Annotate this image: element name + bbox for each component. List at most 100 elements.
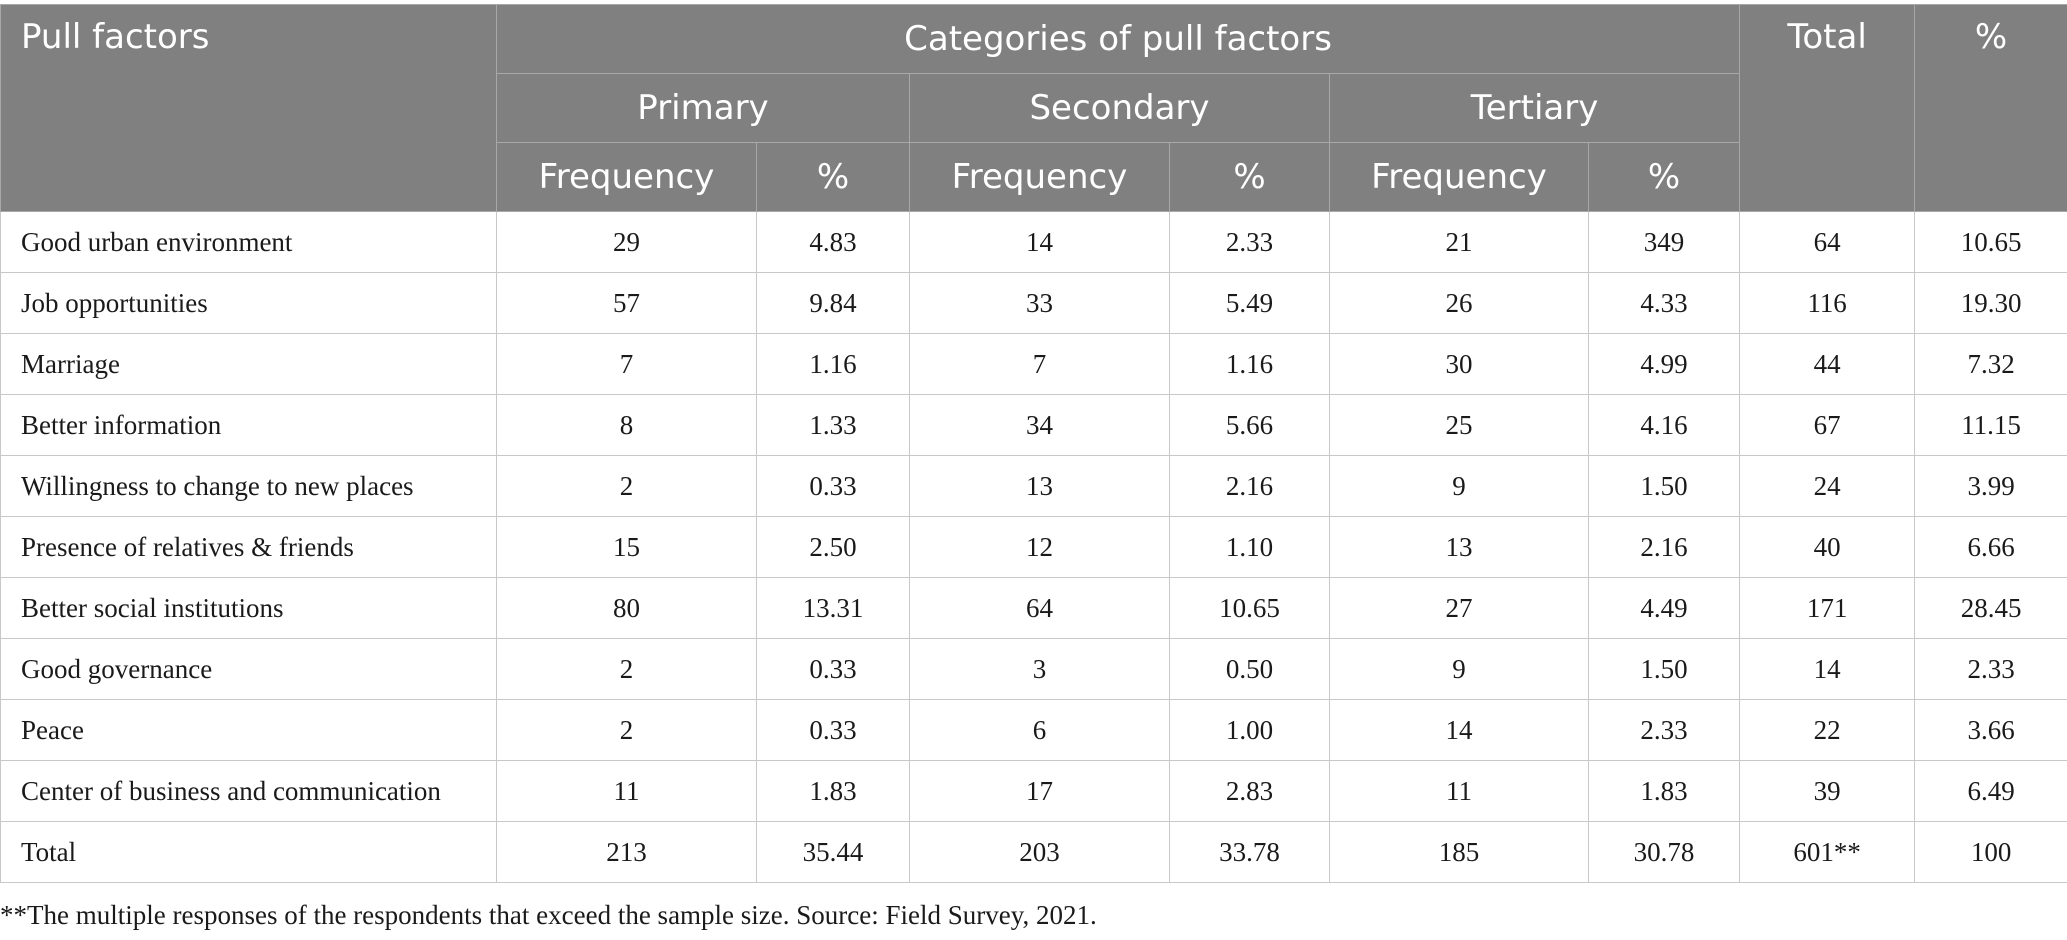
- table-row: Center of business and communication 11 1.…: [0, 760, 2067, 822]
- cell-total-percent: 10.65: [1914, 211, 2067, 273]
- cell-total-percent: 6.66: [1914, 516, 2067, 578]
- cell-label: Good urban environment: [0, 211, 497, 273]
- cell-tertiary-frequency: 30: [1329, 333, 1589, 395]
- cell-secondary-percent: 0.50: [1169, 638, 1330, 700]
- table-container: Pull factors Categories of pull factors …: [0, 4, 2067, 883]
- table-row: Willingness to change to new places 2 0.33…: [0, 455, 2067, 517]
- header-percent: %: [1914, 4, 2067, 212]
- cell-secondary-percent: 1.00: [1169, 699, 1330, 761]
- table-row: Better information 8 1.33 34 5.66 25 4.16 67 11.…: [0, 394, 2067, 456]
- cell-label: Presence of relatives & friends: [0, 516, 497, 578]
- cell-secondary-percent: 5.66: [1169, 394, 1330, 456]
- table-body: Good urban environment 29 4.83 14 2.33 21 349 6…: [0, 211, 2067, 883]
- cell-total-percent: 19.30: [1914, 272, 2067, 334]
- cell-secondary-frequency: 3: [909, 638, 1170, 700]
- cell-total-percent: 2.33: [1914, 638, 2067, 700]
- cell-secondary-percent: 5.49: [1169, 272, 1330, 334]
- cell-tertiary-percent: 349: [1587, 211, 1741, 273]
- cell-tertiary-percent: 4.49: [1587, 577, 1741, 639]
- cell-tertiary-frequency: 9: [1329, 638, 1589, 700]
- cell-label: Better information: [0, 394, 497, 456]
- header-primary-percent: %: [756, 142, 910, 212]
- cell-tertiary-percent: 2.16: [1587, 516, 1741, 578]
- header-tertiary: Tertiary: [1328, 73, 1741, 143]
- footnote: **The multiple responses of the responde…: [0, 900, 1097, 930]
- cell-secondary-frequency: 13: [909, 455, 1170, 517]
- cell-tertiary-percent: 1.83: [1587, 760, 1741, 822]
- header-tertiary-frequency: Frequency: [1329, 142, 1589, 212]
- header-secondary: Secondary: [909, 73, 1330, 143]
- cell-total: 24: [1739, 455, 1916, 517]
- cell-primary-percent: 0.33: [756, 638, 910, 700]
- cell-primary-frequency: 29: [496, 211, 757, 273]
- cell-secondary-frequency: 17: [909, 760, 1170, 822]
- cell-label: Center of business and communication: [0, 760, 497, 822]
- cell-secondary-frequency: 6: [909, 699, 1170, 761]
- cell-total: 67: [1739, 394, 1916, 456]
- table-header: Pull factors Categories of pull factors …: [0, 4, 2067, 212]
- header-primary: Primary: [496, 73, 910, 143]
- cell-total: 40: [1739, 516, 1916, 578]
- header-primary-frequency: Frequency: [496, 142, 757, 212]
- cell-secondary-percent: 33.78: [1169, 821, 1330, 883]
- cell-tertiary-frequency: 26: [1329, 272, 1589, 334]
- cell-tertiary-frequency: 185: [1329, 821, 1589, 883]
- cell-primary-percent: 1.83: [756, 760, 910, 822]
- cell-tertiary-percent: 1.50: [1587, 455, 1741, 517]
- cell-secondary-frequency: 64: [909, 577, 1170, 639]
- cell-secondary-frequency: 14: [909, 211, 1170, 273]
- cell-primary-percent: 1.33: [756, 394, 910, 456]
- cell-primary-percent: 2.50: [756, 516, 910, 578]
- cell-secondary-frequency: 7: [909, 333, 1170, 395]
- header-secondary-frequency: Frequency: [909, 142, 1170, 212]
- cell-total-percent: 3.66: [1914, 699, 2067, 761]
- cell-label: Job opportunities: [0, 272, 497, 334]
- cell-total-percent: 6.49: [1914, 760, 2067, 822]
- cell-primary-frequency: 80: [496, 577, 757, 639]
- cell-primary-frequency: 2: [496, 638, 757, 700]
- cell-label: Marriage: [0, 333, 497, 395]
- cell-total-percent: 28.45: [1914, 577, 2067, 639]
- cell-tertiary-percent: 30.78: [1587, 821, 1741, 883]
- cell-primary-percent: 1.16: [756, 333, 910, 395]
- cell-tertiary-frequency: 25: [1329, 394, 1589, 456]
- cell-total: 22: [1739, 699, 1916, 761]
- cell-label: Willingness to change to new places: [0, 455, 497, 517]
- cell-label: Total: [0, 821, 497, 883]
- table-row: Marriage 7 1.16 7 1.16 30 4.99 44 7.32: [0, 333, 2067, 395]
- cell-secondary-percent: 1.16: [1169, 333, 1330, 395]
- cell-secondary-percent: 2.83: [1169, 760, 1330, 822]
- header-secondary-percent: %: [1169, 142, 1330, 212]
- cell-secondary-percent: 1.10: [1169, 516, 1330, 578]
- pull-factors-table: Pull factors Categories of pull factors …: [0, 4, 2067, 883]
- table-row: Peace 2 0.33 6 1.00 14 2.33 22 3.66: [0, 699, 2067, 761]
- cell-secondary-percent: 2.33: [1169, 211, 1330, 273]
- cell-total: 116: [1739, 272, 1916, 334]
- cell-primary-frequency: 213: [496, 821, 757, 883]
- cell-tertiary-frequency: 27: [1329, 577, 1589, 639]
- cell-tertiary-frequency: 21: [1329, 211, 1589, 273]
- cell-secondary-frequency: 203: [909, 821, 1170, 883]
- cell-primary-frequency: 8: [496, 394, 757, 456]
- cell-total-percent: 11.15: [1914, 394, 2067, 456]
- cell-secondary-percent: 2.16: [1169, 455, 1330, 517]
- cell-primary-frequency: 2: [496, 455, 757, 517]
- cell-tertiary-percent: 2.33: [1587, 699, 1741, 761]
- cell-primary-frequency: 15: [496, 516, 757, 578]
- table-row: Total 213 35.44 203 33.78 185 30.78 601** 100: [0, 821, 2067, 883]
- cell-primary-percent: 35.44: [756, 821, 910, 883]
- cell-total: 44: [1739, 333, 1916, 395]
- table-row: Good governance 2 0.33 3 0.50 9 1.50 14 2.33: [0, 638, 2067, 700]
- cell-label: Peace: [0, 699, 497, 761]
- table-row: Better social institutions 80 13.31 64 10.65…: [0, 577, 2067, 639]
- cell-primary-percent: 4.83: [756, 211, 910, 273]
- cell-total: 601**: [1739, 821, 1916, 883]
- cell-total-percent: 7.32: [1914, 333, 2067, 395]
- cell-primary-frequency: 2: [496, 699, 757, 761]
- cell-total: 171: [1739, 577, 1916, 639]
- cell-tertiary-frequency: 13: [1329, 516, 1589, 578]
- cell-secondary-frequency: 34: [909, 394, 1170, 456]
- cell-secondary-percent: 10.65: [1169, 577, 1330, 639]
- cell-total-percent: 100: [1914, 821, 2067, 883]
- table-row: Presence of relatives & friends 15 2.50 12 1…: [0, 516, 2067, 578]
